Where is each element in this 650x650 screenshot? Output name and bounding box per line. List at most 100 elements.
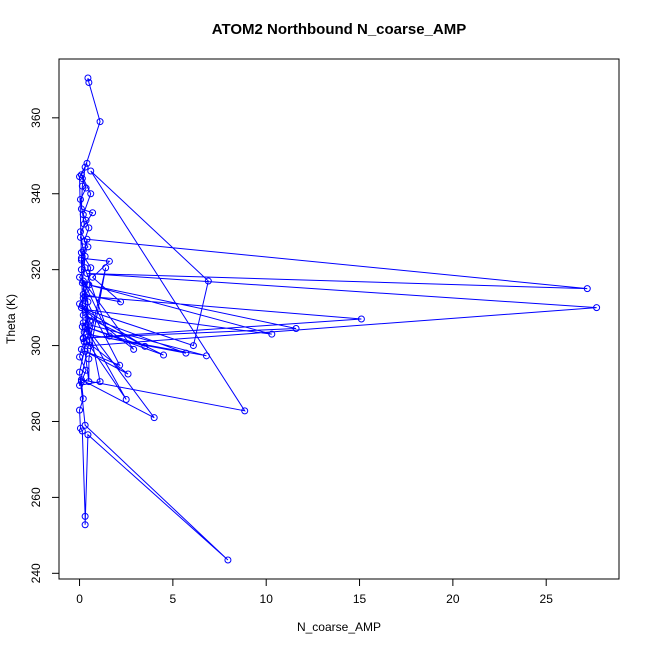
data-point	[78, 302, 86, 310]
data-point	[80, 220, 88, 228]
data-point	[81, 252, 89, 260]
data-point	[85, 355, 93, 363]
data-point	[583, 285, 591, 293]
data-point	[89, 273, 97, 281]
data-point	[202, 352, 210, 360]
data-point	[78, 182, 86, 190]
data-point	[76, 353, 84, 361]
y-tick-label: 260	[29, 487, 43, 507]
data-point	[83, 281, 91, 289]
data-point	[76, 233, 84, 241]
data-point	[130, 345, 138, 353]
data-point	[79, 335, 87, 343]
data-point	[79, 395, 87, 403]
data-point	[292, 324, 300, 332]
data-point	[82, 285, 90, 293]
data-point	[593, 304, 601, 312]
data-point	[124, 370, 132, 378]
data-point	[82, 366, 90, 374]
y-tick-label: 320	[29, 259, 43, 279]
data-point	[86, 317, 94, 325]
data-point	[76, 273, 84, 281]
data-point	[82, 184, 90, 192]
data-point	[76, 406, 84, 414]
data-point	[268, 330, 276, 338]
y-tick-label: 360	[29, 108, 43, 128]
data-point	[76, 381, 84, 389]
data-point	[122, 395, 130, 403]
data-point	[81, 521, 89, 529]
data-point	[78, 427, 86, 435]
data-point	[77, 249, 85, 257]
x-tick-label: 25	[540, 592, 554, 606]
data-point	[79, 211, 87, 219]
data-point	[204, 277, 212, 285]
data-point	[105, 332, 113, 340]
x-tick-label: 20	[446, 592, 460, 606]
data-point	[83, 269, 91, 277]
data-point	[76, 368, 84, 376]
data-point	[77, 266, 85, 274]
series-line	[78, 77, 597, 561]
data-point	[84, 298, 92, 306]
data-point	[77, 378, 85, 386]
y-tick-label: 340	[29, 183, 43, 203]
data-point	[76, 195, 84, 203]
data-point	[224, 556, 232, 564]
data-point	[87, 190, 95, 198]
x-tick-label: 5	[170, 592, 177, 606]
x-tick-label: 0	[76, 592, 83, 606]
data-point	[77, 345, 85, 353]
data-point	[81, 421, 89, 429]
data-point	[105, 257, 113, 265]
data-point	[84, 74, 92, 82]
data-point	[81, 347, 89, 355]
data-point	[85, 224, 93, 232]
data-point	[84, 243, 92, 251]
x-axis: 0 5 10 15 20 25	[76, 578, 554, 606]
data-point	[117, 298, 125, 306]
data-point	[150, 414, 158, 422]
data-point	[357, 315, 365, 323]
data-point	[182, 349, 190, 357]
data-point	[89, 209, 97, 217]
data-point	[77, 256, 85, 264]
data-point	[78, 175, 86, 183]
data-point	[87, 167, 95, 175]
data-point	[241, 407, 249, 415]
y-tick-label: 280	[29, 411, 43, 431]
data-point	[80, 338, 88, 346]
data-point	[141, 342, 149, 350]
data-point	[79, 311, 87, 319]
y-tick-label: 240	[29, 563, 43, 583]
series-layer	[76, 74, 601, 564]
data-point	[77, 171, 85, 179]
data-point	[80, 237, 88, 245]
data-point	[96, 118, 104, 126]
y-tick-label: 300	[29, 335, 43, 355]
data-point	[85, 79, 93, 87]
data-point	[189, 342, 197, 350]
y-axis: 240 260 280 300 320 340 360	[29, 108, 60, 583]
x-tick-label: 15	[353, 592, 367, 606]
data-point	[85, 378, 93, 386]
data-point	[83, 159, 91, 167]
data-point	[80, 328, 88, 336]
data-point	[87, 264, 95, 272]
data-point	[160, 351, 168, 359]
data-point	[81, 512, 89, 520]
data-point	[81, 307, 89, 315]
y-axis-label: Theta (K)	[4, 294, 18, 344]
data-point	[79, 294, 87, 302]
data-point	[84, 431, 92, 439]
data-point	[96, 378, 104, 386]
x-tick-label: 10	[260, 592, 274, 606]
data-point	[85, 321, 93, 329]
data-point	[102, 264, 110, 272]
plot-frame	[58, 58, 620, 580]
data-point	[81, 163, 89, 171]
data-point	[78, 279, 86, 287]
data-point	[81, 292, 89, 300]
